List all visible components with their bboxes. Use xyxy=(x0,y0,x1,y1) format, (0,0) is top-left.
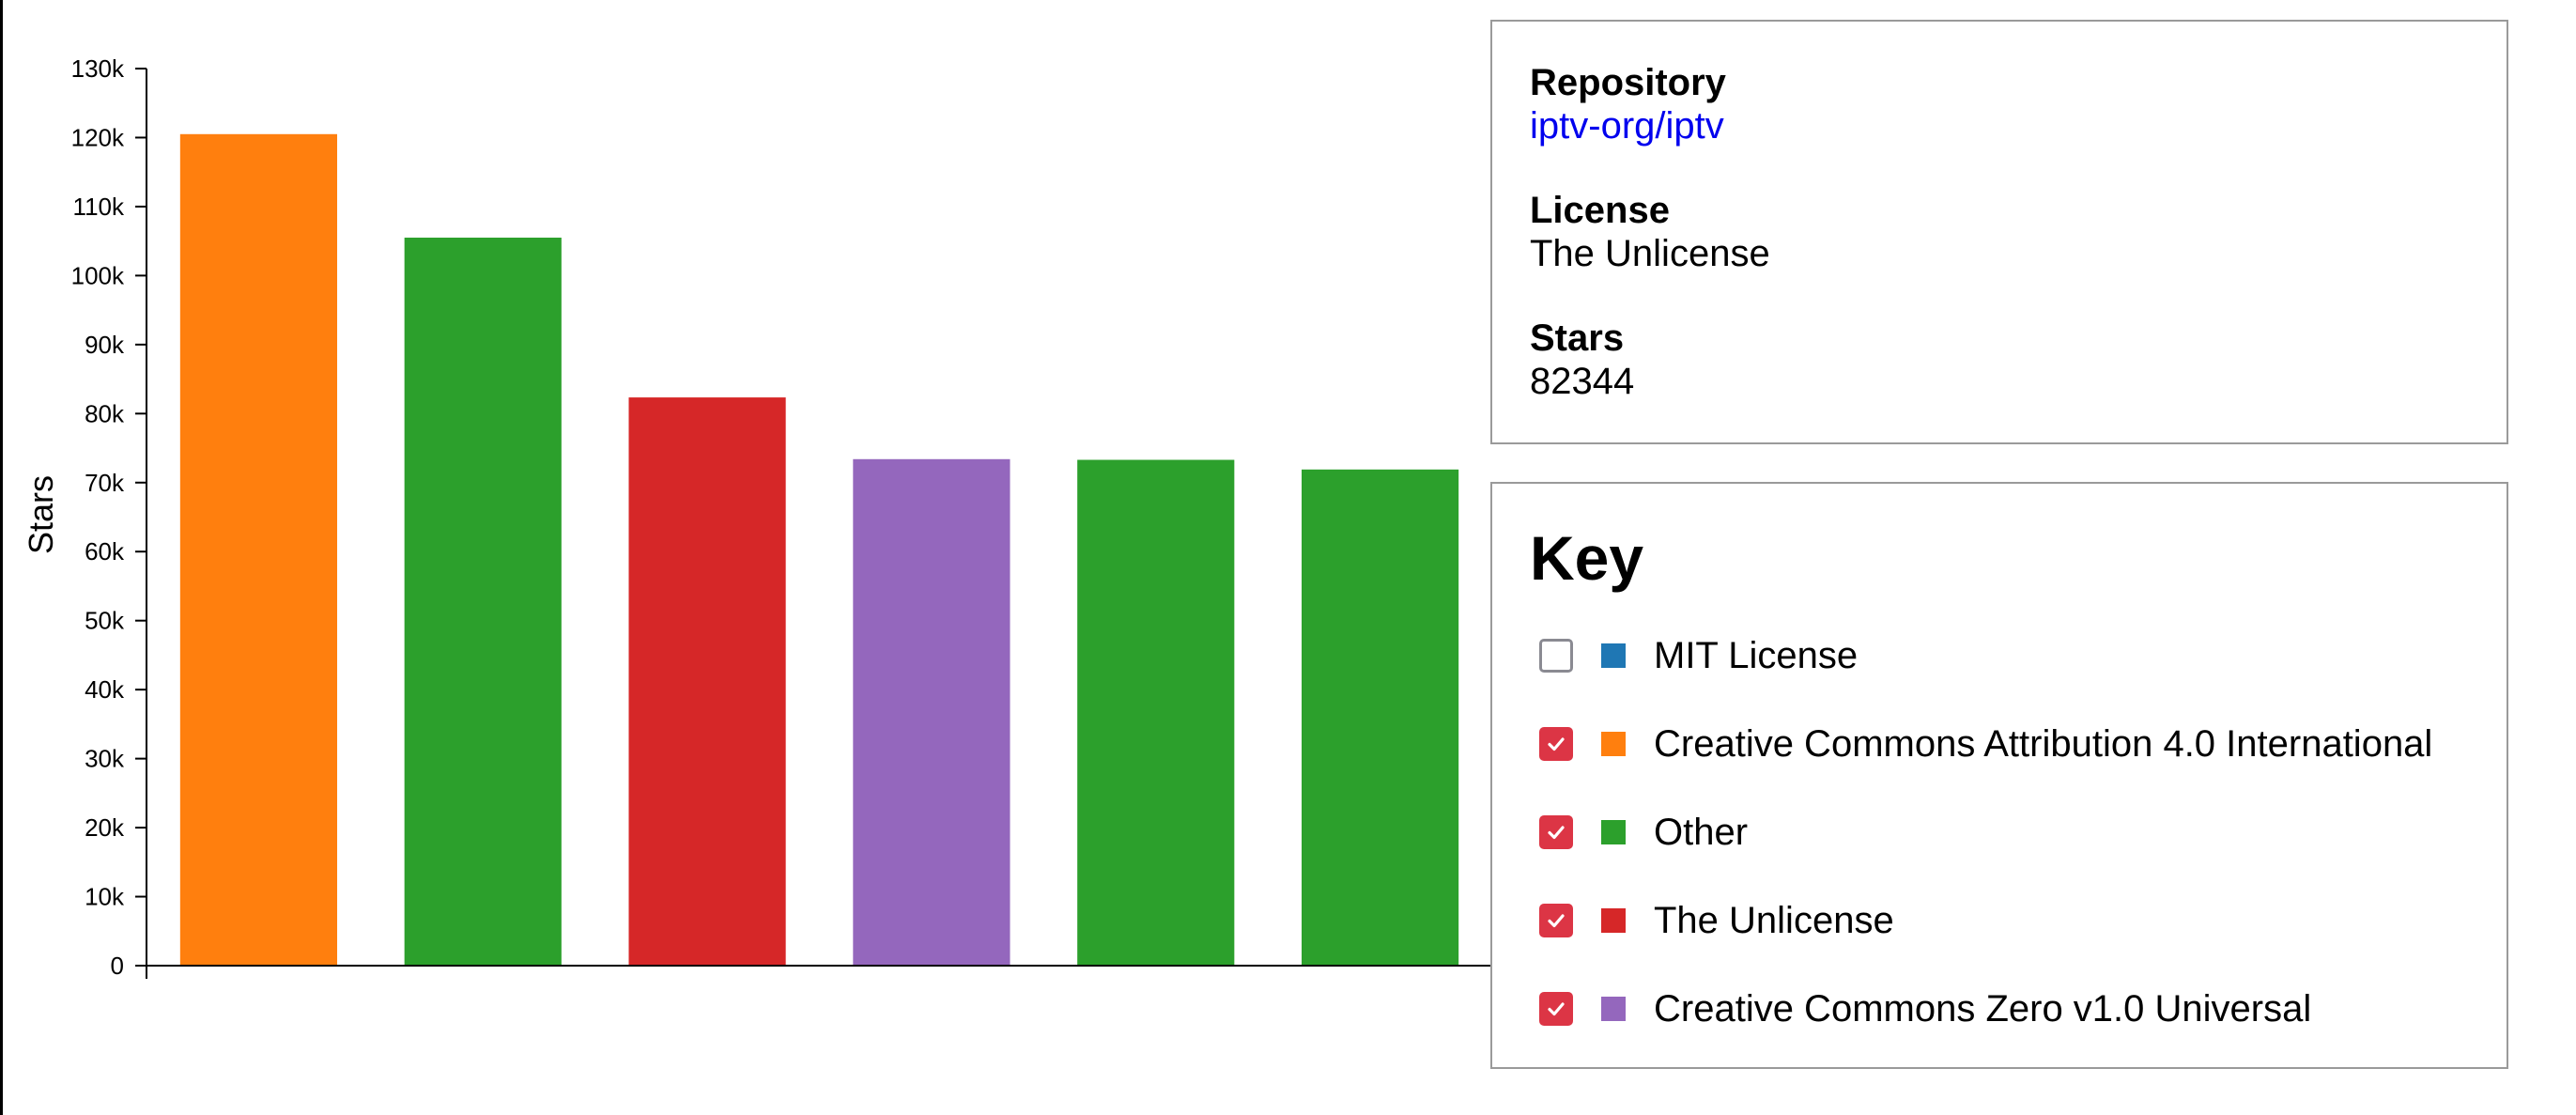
check-icon xyxy=(1548,737,1565,751)
bar xyxy=(853,458,1010,966)
bar xyxy=(628,397,786,966)
x-axis xyxy=(146,965,1493,979)
check-icon xyxy=(1548,826,1565,840)
check-icon xyxy=(1548,1002,1565,1016)
y-tick-label: 30k xyxy=(85,745,125,773)
page-left-border xyxy=(0,0,3,1115)
stars-label: Stars xyxy=(1530,317,1625,359)
repository-link[interactable]: iptv-org/iptv xyxy=(1530,105,1724,147)
y-tick-label: 20k xyxy=(85,813,125,842)
legend-swatch xyxy=(1601,997,1626,1021)
y-tick-label: 10k xyxy=(85,883,125,911)
legend-item-label: MIT License xyxy=(1654,635,1859,676)
legend-item-cc-by-4: Creative Commons Attribution 4.0 Interna… xyxy=(1530,700,2469,788)
check-icon xyxy=(1548,914,1565,928)
y-tick-label: 80k xyxy=(85,399,125,427)
y-axis-label: Stars xyxy=(22,475,60,554)
legend-swatch xyxy=(1601,643,1626,668)
y-tick-label: 50k xyxy=(85,607,125,635)
bar-chart: 0 10k 20k 30k 40k 50k 60k 70k 80k 90k 100k 110k 120k… xyxy=(22,54,1493,980)
details-panel: Repository iptv-org/iptv License The Unl… xyxy=(1490,20,2508,444)
bar xyxy=(179,133,338,967)
stars-value: 82344 xyxy=(1530,361,1635,402)
legend-checkbox[interactable] xyxy=(1539,904,1573,937)
bar xyxy=(1301,469,1459,966)
legend-item-cc0: Creative Commons Zero v1.0 Universal xyxy=(1530,965,2469,1053)
legend-swatch xyxy=(1601,820,1626,844)
y-axis: 0 10k 20k 30k 40k 50k 60k 70k 80k 90k 100k 110k 120k… xyxy=(71,54,147,980)
legend-checkbox[interactable] xyxy=(1539,727,1573,761)
y-tick-label: 100k xyxy=(71,261,125,289)
y-tick-label: 70k xyxy=(85,469,125,497)
y-tick-label: 120k xyxy=(71,123,125,151)
bar xyxy=(404,237,562,966)
legend-item-label: The Unlicense xyxy=(1654,900,1894,941)
legend-list: MIT License Creative Commons Attribution… xyxy=(1530,612,2469,1053)
y-tick-label: 0 xyxy=(111,952,124,980)
license-value: The Unlicense xyxy=(1530,233,1770,274)
repository-label: Repository xyxy=(1530,62,1726,103)
legend-panel: Key MIT License Creative Commons Attribu… xyxy=(1490,482,2508,1069)
y-tick-label: 60k xyxy=(85,537,125,565)
license-label: License xyxy=(1530,190,1670,231)
legend-item-label: Creative Commons Attribution 4.0 Interna… xyxy=(1654,723,2433,765)
legend-checkbox[interactable] xyxy=(1539,639,1573,673)
legend-swatch xyxy=(1601,732,1626,756)
legend-swatch xyxy=(1601,908,1626,933)
legend-checkbox[interactable] xyxy=(1539,992,1573,1026)
y-tick-label: 90k xyxy=(85,331,125,359)
legend-title: Key xyxy=(1530,523,1644,593)
y-tick-label: 130k xyxy=(71,54,125,83)
legend-checkbox[interactable] xyxy=(1539,815,1573,849)
bar xyxy=(1077,459,1235,966)
bars xyxy=(179,133,1459,967)
y-tick-label: 110k xyxy=(73,193,125,221)
y-tick-label: 40k xyxy=(85,675,125,704)
legend-item-label: Creative Commons Zero v1.0 Universal xyxy=(1654,988,2312,1030)
legend-item-other: Other xyxy=(1530,788,2469,876)
legend-item-label: Other xyxy=(1654,812,1749,853)
legend-item-unlicense: The Unlicense xyxy=(1530,876,2469,965)
legend-item-mit-license: MIT License xyxy=(1530,612,2469,700)
